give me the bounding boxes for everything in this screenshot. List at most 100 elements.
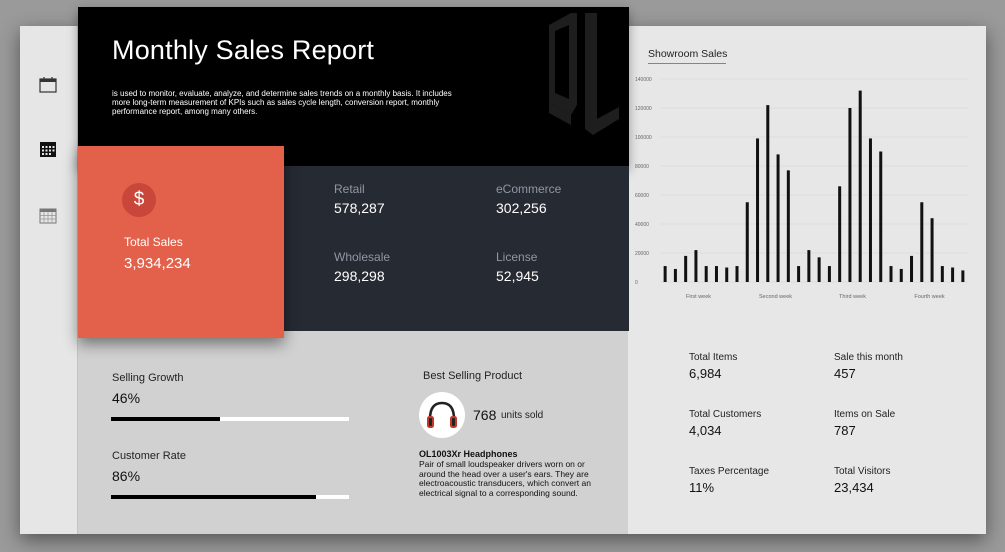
chart-bar[interactable] — [951, 267, 955, 283]
chart-bar[interactable] — [756, 138, 760, 282]
product-description: Pair of small loudspeaker drivers worn o… — [419, 459, 591, 498]
y-tick-label: 100000 — [635, 135, 652, 141]
calendar-grid-icon[interactable] — [38, 205, 58, 225]
showroom-sales-chart: 0 20000 40000 60000 80000 100000 120000 140000 F… — [635, 77, 968, 300]
chart-bar[interactable] — [663, 266, 667, 282]
total-sales-value: 3,934,234 — [124, 255, 191, 272]
chart-bar[interactable] — [838, 186, 842, 282]
chart-bar[interactable] — [786, 170, 790, 282]
chart-bar[interactable] — [797, 266, 801, 282]
customer-rate-label: Customer Rate — [112, 450, 186, 462]
chart-bar[interactable] — [745, 202, 749, 282]
stat-value: 6,984 — [689, 366, 722, 381]
chart-bar[interactable] — [725, 267, 729, 283]
wholesale-value: 298,298 — [334, 268, 385, 284]
selling-growth-value: 46% — [112, 390, 141, 406]
x-group-label: Third week — [839, 294, 866, 300]
customer-rate: Customer Rate 86% — [112, 450, 186, 484]
retail-value: 578,287 — [334, 200, 385, 216]
chart-bar[interactable] — [714, 266, 718, 282]
y-tick-label: 80000 — [635, 164, 649, 170]
product-name: OL1003Xr Headphones — [419, 449, 518, 459]
product-avatar — [419, 392, 465, 438]
ecommerce-metric: eCommerce 302,256 — [496, 182, 561, 216]
y-tick-label: 60000 — [635, 193, 649, 199]
best-selling-label: Best Selling Product — [423, 370, 523, 382]
report-header: Monthly Sales Report is used to monitor,… — [78, 7, 629, 167]
stat-taxes-percentage: Taxes Percentage 11% — [689, 466, 769, 495]
selling-growth: Selling Growth 46% — [112, 372, 184, 406]
chart-bar[interactable] — [889, 266, 893, 282]
selling-growth-bar-fill — [111, 417, 221, 421]
ecommerce-value: 302,256 — [496, 200, 547, 216]
wholesale-label: Wholesale — [334, 250, 391, 264]
stat-value: 23,434 — [834, 480, 874, 495]
ecommerce-label: eCommerce — [496, 182, 562, 196]
chart-bar[interactable] — [879, 151, 883, 283]
customer-rate-bar-fill — [111, 495, 316, 499]
units-sold-label: units sold — [501, 410, 544, 421]
stat-value: 457 — [834, 366, 856, 381]
chart-bar[interactable] — [817, 257, 821, 282]
x-group-label: Second week — [759, 294, 792, 300]
chart-bar[interactable] — [961, 270, 965, 282]
dollar-icon: $ — [122, 183, 156, 217]
chart-bar[interactable] — [930, 218, 934, 282]
chart-bar[interactable] — [848, 108, 852, 282]
stat-label: Total Customers — [689, 409, 762, 420]
chart-bar[interactable] — [735, 266, 739, 282]
chart-bar[interactable] — [940, 266, 944, 282]
chart-bar[interactable] — [858, 90, 862, 282]
x-group-label: First week — [686, 294, 711, 300]
page-title: Monthly Sales Report — [112, 35, 375, 65]
stat-value: 787 — [834, 423, 856, 438]
calendar-filled-icon[interactable] — [38, 139, 58, 159]
page-description: is used to monitor, evaluate, analyze, a… — [112, 89, 452, 116]
chart-bar[interactable] — [766, 105, 770, 282]
x-group-label: Fourth week — [914, 294, 945, 300]
stat-total-items: Total Items 6,984 — [689, 352, 737, 381]
retail-metric: Retail 578,287 — [334, 182, 385, 216]
chart-bar[interactable] — [704, 266, 708, 282]
y-tick-label: 20000 — [635, 251, 649, 257]
chart-bar[interactable] — [868, 138, 872, 282]
chart-bar[interactable] — [899, 268, 903, 282]
right-panel — [628, 26, 986, 534]
selling-growth-bar — [111, 417, 349, 421]
ol-logo-icon — [549, 13, 619, 135]
units-sold-value: 768 — [473, 407, 497, 423]
headphones-icon — [427, 401, 457, 428]
stat-total-customers: Total Customers 4,034 — [689, 409, 761, 438]
chart-bar[interactable] — [694, 250, 698, 282]
stat-total-visitors: Total Visitors 23,434 — [834, 466, 891, 495]
total-sales-card: $ Total Sales 3,934,234 — [78, 146, 284, 338]
chart-bar[interactable] — [776, 154, 780, 282]
y-tick-label: 40000 — [635, 222, 649, 228]
y-tick-label: 120000 — [635, 106, 652, 112]
stat-value: 11% — [689, 480, 715, 495]
stat-sale-this-month: Sale this month 457 — [834, 352, 903, 381]
stat-value: 4,034 — [689, 423, 722, 438]
y-tick-label: 140000 — [635, 77, 652, 83]
chart-bar[interactable] — [673, 268, 677, 282]
retail-label: Retail — [334, 182, 365, 196]
wholesale-metric: Wholesale 298,298 — [334, 250, 390, 284]
license-value: 52,945 — [496, 268, 539, 284]
license-label: License — [496, 250, 538, 264]
chart-bar[interactable] — [807, 250, 811, 282]
chart-bar[interactable] — [910, 255, 914, 282]
license-metric: License 52,945 — [496, 250, 539, 284]
chart-bar[interactable] — [920, 202, 924, 282]
stat-label: Total Items — [689, 352, 738, 363]
chart-bar[interactable] — [684, 255, 688, 282]
stat-label: Items on Sale — [834, 409, 896, 420]
chart-title: Showroom Sales — [648, 48, 728, 60]
customer-rate-value: 86% — [112, 468, 141, 484]
calendar-outline-icon[interactable] — [38, 75, 58, 95]
stat-label: Total Visitors — [834, 466, 891, 477]
sidebar — [20, 26, 78, 534]
stat-items-on-sale: Items on Sale 787 — [834, 409, 895, 438]
y-tick-label: 0 — [635, 280, 638, 286]
stat-label: Sale this month — [834, 352, 903, 363]
chart-bar[interactable] — [827, 266, 831, 282]
